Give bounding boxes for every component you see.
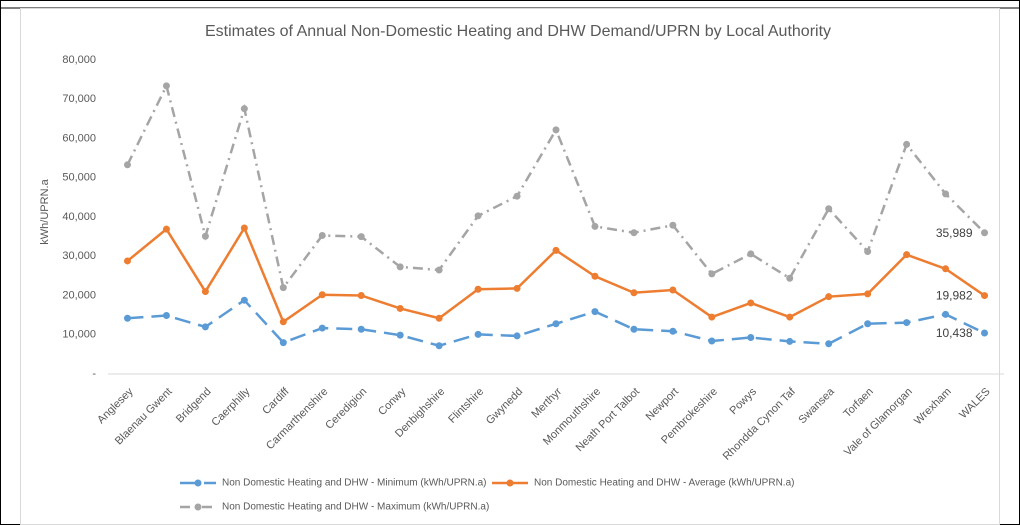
legend-label: Non Domestic Heating and DHW - Minimum (…: [222, 478, 487, 489]
data-point: [318, 291, 326, 299]
y-tick-label: 20,000: [62, 289, 96, 301]
data-point: [162, 82, 170, 90]
data-point: [747, 250, 755, 258]
data-point: [435, 266, 443, 274]
chart-title: Estimates of Annual Non-Domestic Heating…: [205, 23, 831, 40]
data-point: [903, 319, 911, 327]
data-point: [630, 229, 638, 237]
data-point: [162, 312, 170, 320]
data-point: [513, 192, 521, 200]
data-label: 10,438: [936, 326, 973, 340]
data-point: [123, 257, 131, 265]
y-tick-label: 30,000: [62, 250, 96, 262]
data-point: [357, 233, 365, 241]
y-tick-label: 50,000: [62, 172, 96, 184]
y-tick-label: 40,000: [62, 211, 96, 223]
data-point: [864, 290, 872, 298]
data-point: [435, 342, 443, 350]
data-point: [318, 324, 326, 332]
data-point: [864, 320, 872, 328]
data-point: [591, 272, 599, 280]
data-point: [201, 232, 209, 240]
legend-label: Non Domestic Heating and DHW - Average (…: [534, 478, 794, 489]
data-point: [474, 330, 482, 338]
y-tick-label: 10,000: [62, 329, 96, 341]
data-point: [240, 224, 248, 232]
data-point: [474, 285, 482, 293]
data-point: [279, 284, 287, 292]
data-point: [162, 225, 170, 233]
data-point: [669, 221, 677, 229]
data-point: [903, 251, 911, 259]
data-point: [123, 161, 131, 169]
data-point: [240, 296, 248, 304]
data-point: [825, 205, 833, 213]
data-point: [552, 320, 560, 328]
data-label: 19,982: [936, 289, 973, 303]
y-axis-label: kWh/UPRN.a: [39, 178, 51, 244]
legend-marker: [194, 479, 202, 487]
data-point: [318, 231, 326, 239]
data-point: [591, 222, 599, 230]
legend-marker: [194, 503, 202, 511]
data-point: [786, 313, 794, 321]
data-point: [435, 314, 443, 322]
data-point: [942, 265, 950, 273]
data-point: [396, 263, 404, 271]
data-point: [396, 331, 404, 339]
data-point: [513, 284, 521, 292]
y-tick-label: 60,000: [62, 132, 96, 144]
data-point: [669, 327, 677, 335]
data-point: [747, 333, 755, 341]
data-point: [240, 105, 248, 113]
data-point: [708, 270, 716, 278]
data-point: [708, 313, 716, 321]
data-point: [552, 246, 560, 254]
legend-marker: [506, 479, 514, 487]
data-point: [630, 289, 638, 297]
data-point: [747, 299, 755, 307]
data-point: [474, 212, 482, 220]
y-tick-label: -: [92, 368, 96, 380]
data-point: [981, 329, 989, 337]
data-point: [864, 248, 872, 256]
data-point: [942, 190, 950, 198]
data-point: [552, 126, 560, 134]
data-point: [201, 288, 209, 296]
data-point: [903, 140, 911, 148]
data-point: [981, 292, 989, 300]
data-point: [942, 310, 950, 318]
data-point: [357, 325, 365, 333]
y-tick-label: 80,000: [62, 54, 96, 66]
data-point: [396, 304, 404, 312]
data-point: [630, 325, 638, 333]
data-point: [786, 337, 794, 345]
y-tick-label: 70,000: [62, 93, 96, 105]
data-point: [279, 318, 287, 326]
data-point: [279, 339, 287, 347]
data-point: [513, 332, 521, 340]
data-point: [786, 274, 794, 282]
legend-label: Non Domestic Heating and DHW - Maximum (…: [222, 502, 489, 513]
data-point: [825, 340, 833, 348]
data-point: [708, 337, 716, 345]
data-label: 35,989: [936, 226, 973, 240]
data-point: [123, 314, 131, 322]
data-point: [825, 293, 833, 301]
data-point: [201, 323, 209, 331]
data-point: [981, 229, 989, 237]
data-point: [669, 286, 677, 294]
data-point: [591, 308, 599, 316]
data-point: [357, 292, 365, 299]
